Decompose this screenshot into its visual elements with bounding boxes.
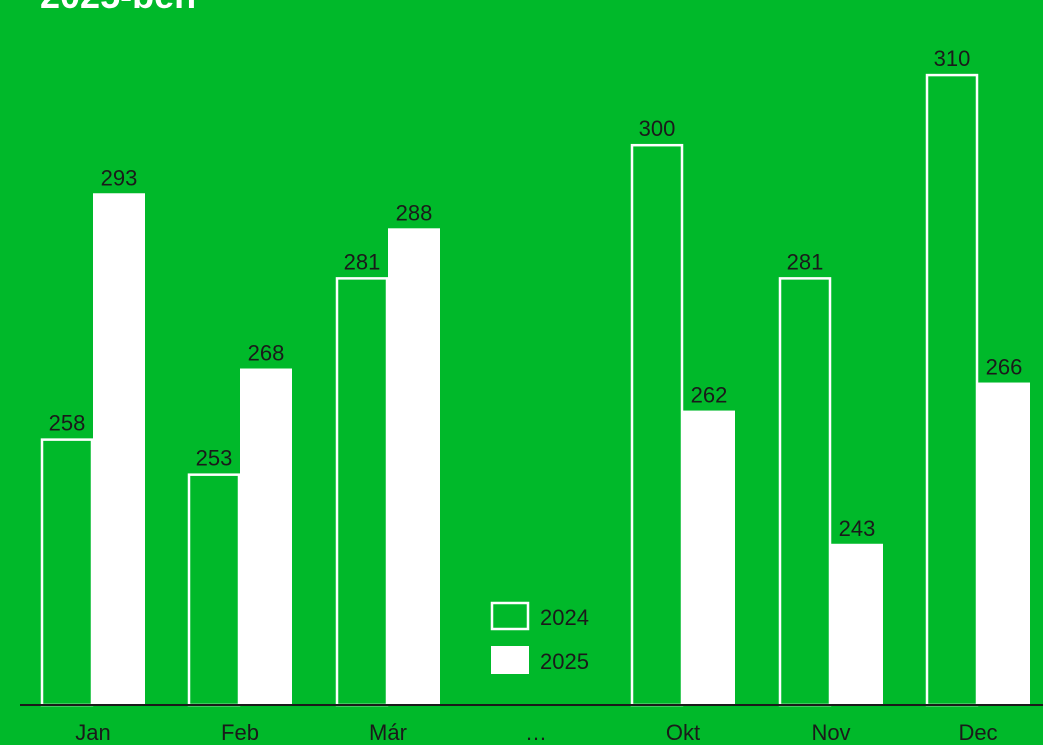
x-tick-label: Okt: [666, 720, 700, 745]
bar-2024-Okt: [630, 143, 684, 707]
x-tick-label: Már: [369, 720, 407, 745]
x-tick-label: Dec: [958, 720, 997, 745]
bar-2025-Feb: [240, 368, 292, 705]
bar-2024-Dec: [925, 73, 979, 707]
legend-swatch-2024: [490, 601, 530, 631]
bar-2024-Feb: [187, 473, 241, 707]
value-label-2025-Nov: 243: [839, 516, 876, 541]
value-label-2025-Dec: 266: [986, 355, 1023, 380]
bar-2025-Nov: [831, 543, 883, 705]
chart-title: 2025-ben: [40, 0, 196, 16]
value-label-2024-Jan: 258: [49, 411, 86, 436]
x-tick-label: Jan: [75, 720, 110, 745]
bar-2025-Jan: [93, 193, 145, 705]
value-label-2025-Okt: 262: [691, 383, 728, 408]
bar-2024-Már: [335, 277, 389, 707]
value-label-2024-Nov: 281: [787, 249, 824, 274]
x-tick-label: Nov: [811, 720, 850, 745]
bar-2024-Jan: [40, 438, 94, 707]
bar-2025-Okt: [683, 410, 735, 705]
legend: 2024 2025: [490, 601, 589, 674]
x-tick-label: Feb: [221, 720, 259, 745]
value-label-2024-Okt: 300: [639, 116, 676, 141]
bar-2025-Már: [388, 228, 440, 705]
x-tick-label: …: [525, 720, 547, 745]
value-label-2025-Feb: 268: [248, 341, 285, 366]
bars-layer: [40, 73, 1030, 707]
bar-2024-Nov: [778, 277, 832, 707]
legend-label-2024: 2024: [540, 605, 589, 630]
value-label-2024-Dec: 310: [934, 46, 971, 71]
value-label-2024-Feb: 253: [196, 446, 233, 471]
value-label-2025-Jan: 293: [101, 165, 138, 190]
value-label-2024-Már: 281: [344, 249, 381, 274]
legend-label-2025: 2025: [540, 649, 589, 674]
value-label-2025-Már: 288: [396, 200, 433, 225]
value-labels-layer: 258 293 253 268 281 288 300 262 281 243 310 266: [49, 46, 1023, 541]
legend-swatch-2025: [491, 646, 529, 674]
bar-2025-Dec: [978, 382, 1030, 705]
x-tick-labels-layer: Jan Feb Már … Okt Nov Dec: [75, 720, 997, 745]
